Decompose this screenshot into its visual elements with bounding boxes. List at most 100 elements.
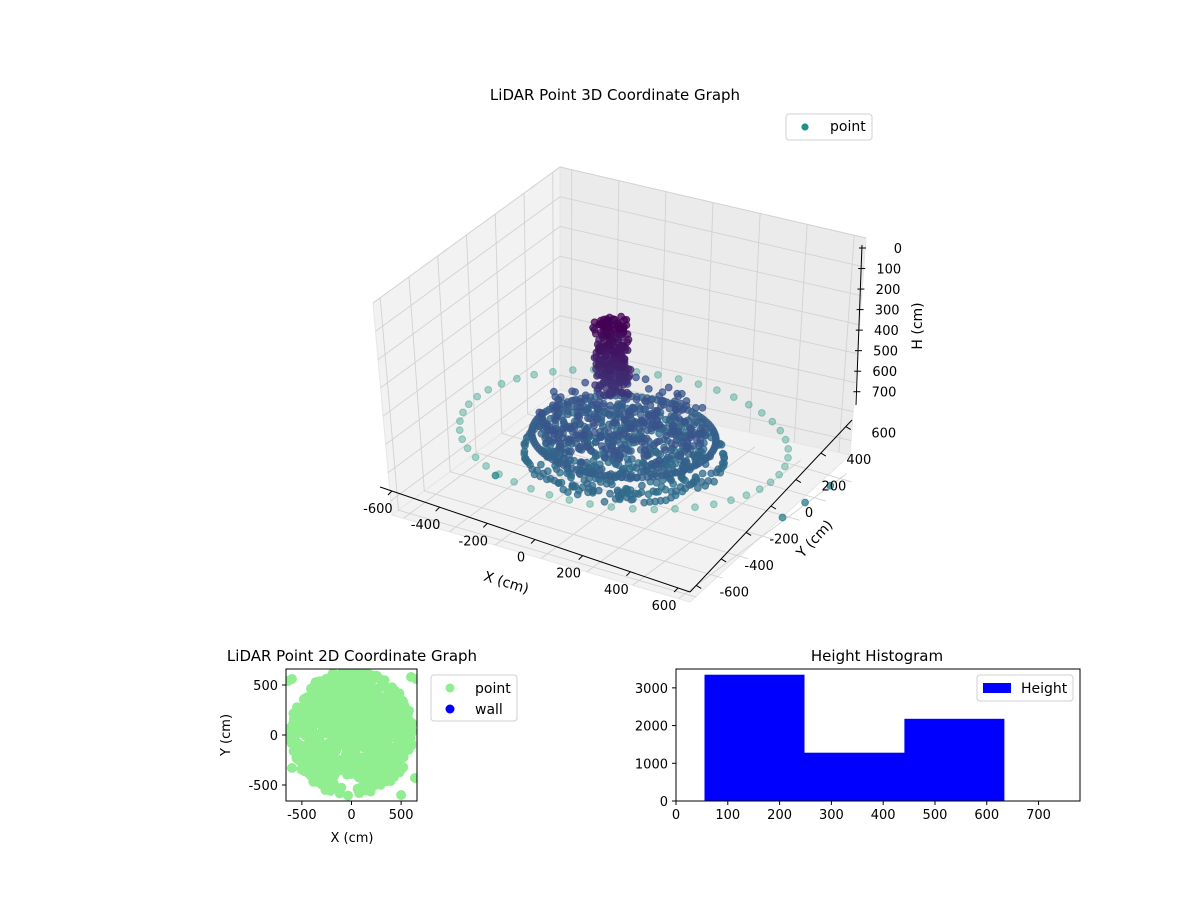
x-tick-label: 600 xyxy=(652,599,677,614)
point-3d xyxy=(614,363,622,372)
point-3d xyxy=(556,439,565,448)
point-3d xyxy=(484,385,493,394)
point-3d xyxy=(649,487,658,496)
grid-line xyxy=(450,471,749,560)
histogram-legend: Height xyxy=(976,674,1074,702)
point-3d xyxy=(644,385,653,393)
point-3d xyxy=(674,428,683,436)
point-3d xyxy=(801,498,809,507)
point-3d xyxy=(497,379,506,388)
grid-line xyxy=(377,225,862,360)
point-3d xyxy=(550,448,559,456)
point-2d xyxy=(326,760,337,771)
legend-2d-wall-label: wall xyxy=(475,702,503,718)
point-3d xyxy=(617,345,626,354)
point-3d xyxy=(646,401,655,410)
legend-2d-point-marker xyxy=(445,683,455,693)
point-2d xyxy=(387,727,397,738)
grid-line xyxy=(375,196,864,332)
point-3d xyxy=(611,495,620,503)
point-2d xyxy=(396,749,407,760)
points-3d xyxy=(455,312,835,522)
point-3d xyxy=(707,469,716,478)
point-3d xyxy=(663,453,672,462)
point-3d xyxy=(510,478,518,486)
point-3d xyxy=(698,469,707,478)
point-2d xyxy=(286,674,297,684)
point-2d xyxy=(311,758,322,769)
point-3d xyxy=(694,484,702,492)
point-2d xyxy=(330,682,341,693)
point-3d xyxy=(654,371,662,379)
grid-line xyxy=(793,224,808,443)
point-3d xyxy=(603,329,611,338)
x-tick-label: 400 xyxy=(871,808,896,823)
point-2d xyxy=(365,785,376,796)
point-3d xyxy=(551,416,560,425)
point-2d xyxy=(303,762,314,773)
point-3d xyxy=(578,483,587,492)
point-3d xyxy=(784,453,792,462)
point-3d xyxy=(596,360,605,369)
histogram-legend-swatch xyxy=(983,683,1011,693)
histogram-legend-label: Height xyxy=(1021,681,1068,697)
grid-line xyxy=(466,234,477,453)
point-3d xyxy=(564,488,572,497)
grid-line xyxy=(838,235,855,453)
point-3d xyxy=(698,403,707,412)
point-2d xyxy=(344,732,355,743)
x-tick-label: 700 xyxy=(1026,808,1051,823)
grid-line xyxy=(382,285,858,417)
y-tick xyxy=(770,505,777,510)
y-tick-label: 600 xyxy=(871,427,896,442)
point-2d xyxy=(327,772,338,783)
point-2d xyxy=(411,674,417,684)
point-3d xyxy=(609,418,618,427)
point-3d xyxy=(616,377,625,385)
point-3d xyxy=(463,444,472,453)
point-2d xyxy=(352,783,363,794)
point-3d xyxy=(617,489,626,498)
point-2d xyxy=(359,669,370,677)
point-3d xyxy=(565,496,574,504)
point-2d xyxy=(318,774,329,785)
point-3d xyxy=(456,417,464,426)
point-3d xyxy=(576,445,584,454)
point-3d xyxy=(538,409,546,417)
histogram-ticks: 0 100 200 300 400 500 600 700 0 1000 2000 3000 xyxy=(635,682,1051,823)
point-3d xyxy=(672,487,680,496)
point-3d xyxy=(564,410,572,419)
legend-2d: point wall xyxy=(430,674,518,722)
legend-3d-frame xyxy=(785,113,873,141)
point-2d xyxy=(344,720,355,731)
point-2d xyxy=(369,695,380,706)
point-3d xyxy=(648,415,656,424)
point-3d xyxy=(554,479,563,488)
point-3d xyxy=(491,471,500,480)
x-tick xyxy=(626,571,631,577)
point-3d xyxy=(618,444,627,452)
point-2d xyxy=(295,723,306,734)
point-3d xyxy=(567,447,575,456)
x-tick-label: 500 xyxy=(389,808,414,823)
point-3d xyxy=(574,411,583,420)
y-tick-label: 2000 xyxy=(635,720,668,735)
point-3d xyxy=(601,445,610,453)
point-3d xyxy=(643,466,652,475)
point-3d xyxy=(459,408,467,417)
z-axis-label: H (cm) xyxy=(910,302,926,349)
point-3d xyxy=(768,417,777,426)
point-3d xyxy=(600,497,609,506)
point-3d xyxy=(674,375,683,383)
z-tick-label: 200 xyxy=(876,283,901,298)
point-2d xyxy=(344,753,355,764)
point-3d xyxy=(709,500,718,509)
point-3d xyxy=(590,318,599,327)
histogram-legend-frame xyxy=(976,674,1074,702)
y-tick-label: 0 xyxy=(660,795,668,810)
point-2d xyxy=(398,698,409,709)
point-3d xyxy=(458,435,467,444)
point-3d xyxy=(568,366,577,374)
point-3d xyxy=(601,472,610,480)
point-3d xyxy=(632,373,640,382)
